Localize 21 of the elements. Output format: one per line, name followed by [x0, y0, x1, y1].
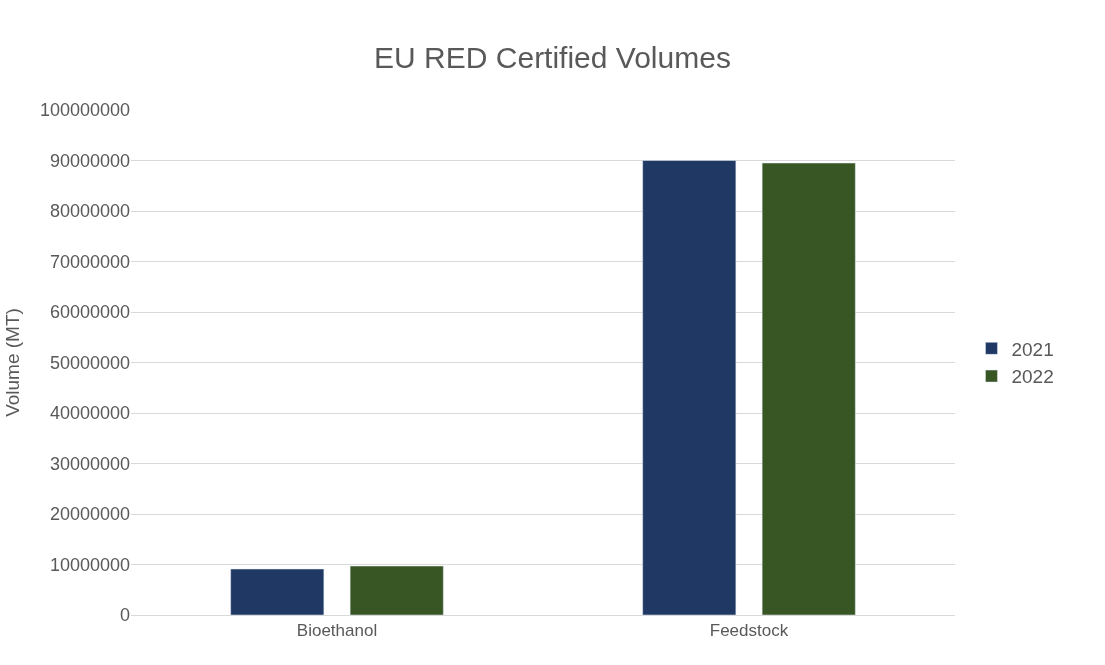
legend-label: 2022 — [1011, 366, 1054, 388]
bar — [230, 568, 325, 615]
legend-label: 2021 — [1011, 338, 1054, 360]
y-tick-label: 50000000 — [49, 352, 130, 373]
bar — [642, 160, 737, 615]
y-tick-label: 60000000 — [49, 302, 130, 323]
y-tick-label: 90000000 — [49, 150, 130, 171]
y-tick-label: 100000000 — [39, 100, 130, 121]
y-tick-label: 30000000 — [49, 453, 130, 474]
bar — [349, 565, 444, 615]
x-tick-label: Bioethanol — [296, 621, 378, 641]
x-tick-label: Feedstock — [709, 621, 789, 641]
bar — [761, 162, 856, 615]
y-tick-label: 0 — [119, 605, 130, 626]
y-axis-title: Volume (MT) — [1, 308, 23, 417]
y-tick-label: 80000000 — [49, 201, 130, 222]
chart-title: EU RED Certified Volumes — [374, 40, 731, 74]
y-tick-label: 70000000 — [49, 251, 130, 272]
y-tick-label: 20000000 — [49, 504, 130, 525]
y-tick-label: 10000000 — [49, 554, 130, 575]
y-tick-label: 40000000 — [49, 403, 130, 424]
